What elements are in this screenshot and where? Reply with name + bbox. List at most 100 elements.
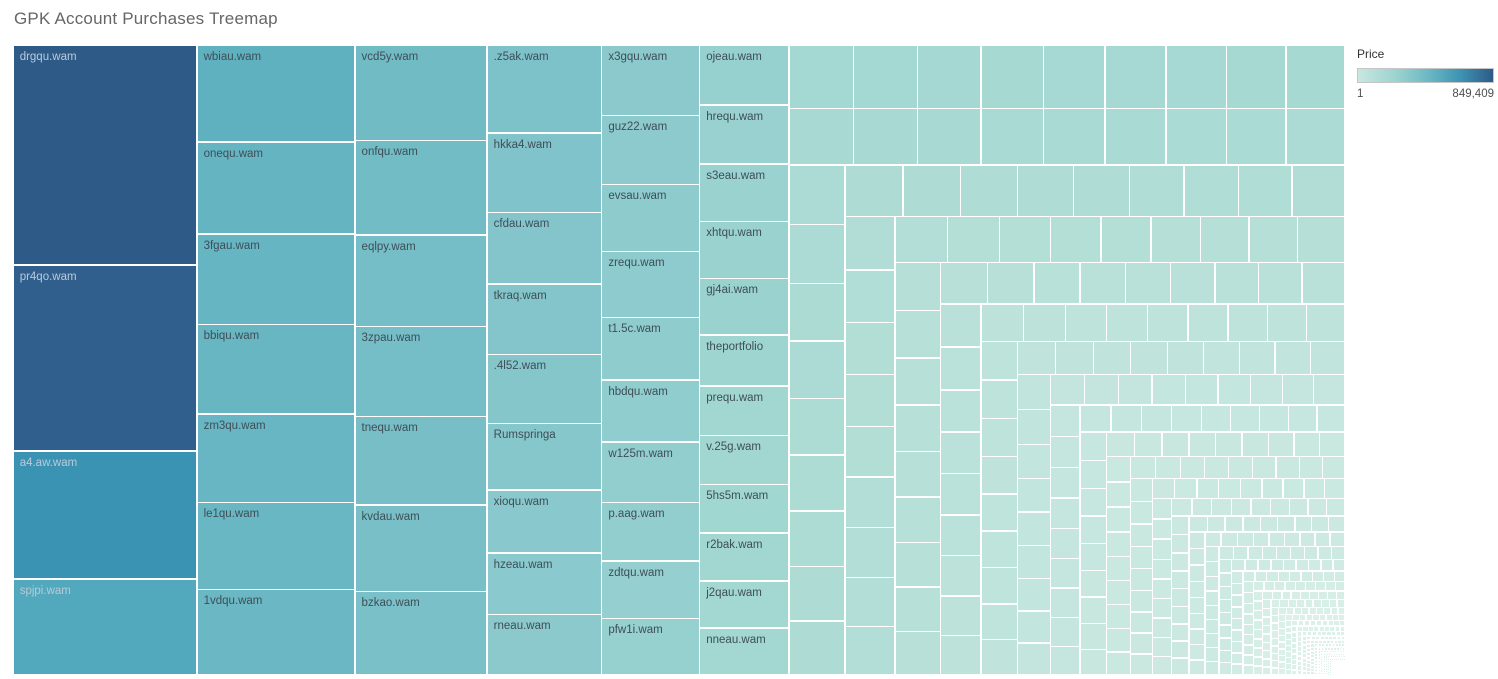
- treemap-cell[interactable]: [1292, 659, 1297, 664]
- treemap-cell[interactable]: [1311, 655, 1314, 658]
- treemap-cell[interactable]: [1264, 582, 1274, 591]
- treemap-cell[interactable]: [1189, 532, 1205, 549]
- treemap-cell[interactable]: [1330, 647, 1333, 650]
- treemap-cell[interactable]: [1218, 375, 1250, 405]
- treemap-cell[interactable]: [1254, 601, 1263, 610]
- treemap-cell[interactable]: [1321, 659, 1323, 661]
- treemap-cell[interactable]: [1318, 647, 1321, 650]
- treemap-cell[interactable]: [1335, 650, 1337, 653]
- treemap-cell[interactable]: [1254, 639, 1263, 648]
- treemap-cell[interactable]: [1254, 657, 1263, 666]
- treemap-cell[interactable]: [1296, 560, 1308, 571]
- treemap-cell[interactable]: [1335, 626, 1340, 631]
- treemap-cell[interactable]: [1318, 669, 1320, 672]
- treemap-cell[interactable]: [1219, 573, 1231, 586]
- treemap-cell[interactable]: hbdqu.wam: [602, 380, 699, 442]
- treemap-cell[interactable]: [789, 283, 845, 341]
- treemap-cell[interactable]: [1323, 656, 1325, 658]
- treemap-cell[interactable]: [1263, 547, 1276, 559]
- treemap-cell[interactable]: [1323, 640, 1326, 644]
- treemap-cell[interactable]: [789, 455, 845, 511]
- treemap-cell[interactable]: [1151, 217, 1200, 262]
- treemap-cell[interactable]: [1279, 642, 1285, 649]
- treemap-cell[interactable]: [1219, 663, 1231, 675]
- treemap-cell[interactable]: [1285, 532, 1300, 546]
- treemap-cell[interactable]: [1188, 304, 1228, 341]
- treemap-cell[interactable]: [941, 636, 981, 675]
- treemap-cell[interactable]: [1201, 405, 1230, 432]
- treemap-cell[interactable]: [1297, 666, 1302, 670]
- treemap-cell[interactable]: [1311, 658, 1314, 661]
- treemap-cell[interactable]: [1333, 653, 1335, 655]
- treemap-cell[interactable]: [1152, 579, 1171, 599]
- treemap-cell[interactable]: [1315, 532, 1330, 546]
- treemap-cell[interactable]: [1065, 304, 1106, 341]
- treemap-cell[interactable]: [1326, 668, 1327, 670]
- treemap-cell[interactable]: .z5ak.wam: [487, 45, 601, 133]
- treemap-cell[interactable]: [1302, 608, 1309, 614]
- treemap-cell[interactable]: [1307, 640, 1311, 644]
- treemap-cell[interactable]: xhtqu.wam: [700, 222, 789, 278]
- treemap-cell[interactable]: [1262, 479, 1283, 498]
- treemap-cell[interactable]: ojeau.wam: [700, 45, 789, 105]
- treemap-cell[interactable]: [1332, 547, 1345, 559]
- treemap-cell[interactable]: [1131, 612, 1152, 633]
- treemap-cell[interactable]: [1305, 600, 1313, 607]
- treemap-cell[interactable]: [1204, 341, 1239, 375]
- treemap-cell[interactable]: [1156, 457, 1180, 478]
- treemap-cell[interactable]: [1189, 432, 1216, 456]
- treemap-cell[interactable]: [845, 217, 895, 270]
- treemap-cell[interactable]: [1227, 45, 1286, 108]
- treemap-cell[interactable]: onfqu.wam: [355, 141, 487, 235]
- treemap-cell[interactable]: [981, 457, 1017, 494]
- treemap-cell[interactable]: [1339, 656, 1341, 658]
- treemap-cell[interactable]: x3gqu.wam: [602, 45, 699, 115]
- treemap-cell[interactable]: [903, 165, 960, 216]
- treemap-cell[interactable]: [845, 528, 895, 577]
- treemap-cell[interactable]: zdtqu.wam: [602, 561, 699, 618]
- treemap-cell[interactable]: [1310, 591, 1318, 599]
- treemap-cell[interactable]: [1080, 649, 1107, 675]
- treemap-cell[interactable]: [1302, 671, 1306, 675]
- treemap-cell[interactable]: [1318, 650, 1320, 653]
- treemap-cell[interactable]: pfw1i.wam: [602, 619, 699, 675]
- treemap-cell[interactable]: [1307, 664, 1311, 667]
- treemap-cell[interactable]: [1329, 600, 1337, 607]
- treemap-cell[interactable]: [1189, 565, 1205, 581]
- treemap-cell[interactable]: [1080, 516, 1107, 543]
- treemap-cell[interactable]: [1307, 304, 1345, 341]
- treemap-cell[interactable]: le1qu.wam: [197, 502, 355, 589]
- treemap-cell[interactable]: [1305, 547, 1318, 559]
- treemap-cell[interactable]: [1336, 658, 1337, 660]
- treemap-cell[interactable]: [1267, 571, 1278, 581]
- treemap-cell[interactable]: [941, 432, 981, 473]
- treemap-cell[interactable]: [1328, 591, 1336, 599]
- treemap-cell[interactable]: [1279, 656, 1285, 662]
- treemap-cell[interactable]: [1263, 634, 1271, 642]
- treemap-cell[interactable]: [1254, 582, 1264, 591]
- treemap-cell[interactable]: [1245, 560, 1258, 571]
- treemap-cell[interactable]: [1107, 432, 1134, 456]
- treemap-cell[interactable]: [1315, 666, 1318, 669]
- treemap-cell[interactable]: [981, 341, 1017, 380]
- treemap-cell[interactable]: [1330, 626, 1335, 631]
- treemap-cell[interactable]: [1323, 653, 1325, 655]
- treemap-cell[interactable]: [1289, 405, 1317, 432]
- treemap-cell[interactable]: [1304, 621, 1310, 626]
- treemap-cell[interactable]: [1080, 405, 1111, 432]
- treemap-cell[interactable]: [895, 543, 940, 587]
- treemap-cell[interactable]: [1148, 304, 1188, 341]
- treemap-cell[interactable]: [1074, 165, 1129, 216]
- treemap-cell[interactable]: zrequ.wam: [602, 252, 699, 317]
- treemap-cell[interactable]: [1018, 165, 1073, 216]
- treemap-cell[interactable]: [1342, 640, 1345, 644]
- treemap-cell[interactable]: [1271, 639, 1278, 646]
- treemap-cell[interactable]: [1051, 468, 1080, 498]
- treemap-cell[interactable]: [1317, 405, 1345, 432]
- treemap-cell[interactable]: [1297, 671, 1302, 675]
- treemap-cell[interactable]: [1315, 669, 1318, 672]
- treemap-cell[interactable]: [1302, 641, 1306, 645]
- treemap-cell[interactable]: [1279, 649, 1285, 655]
- treemap-cell[interactable]: [1131, 569, 1152, 590]
- treemap-cell[interactable]: [1249, 217, 1297, 262]
